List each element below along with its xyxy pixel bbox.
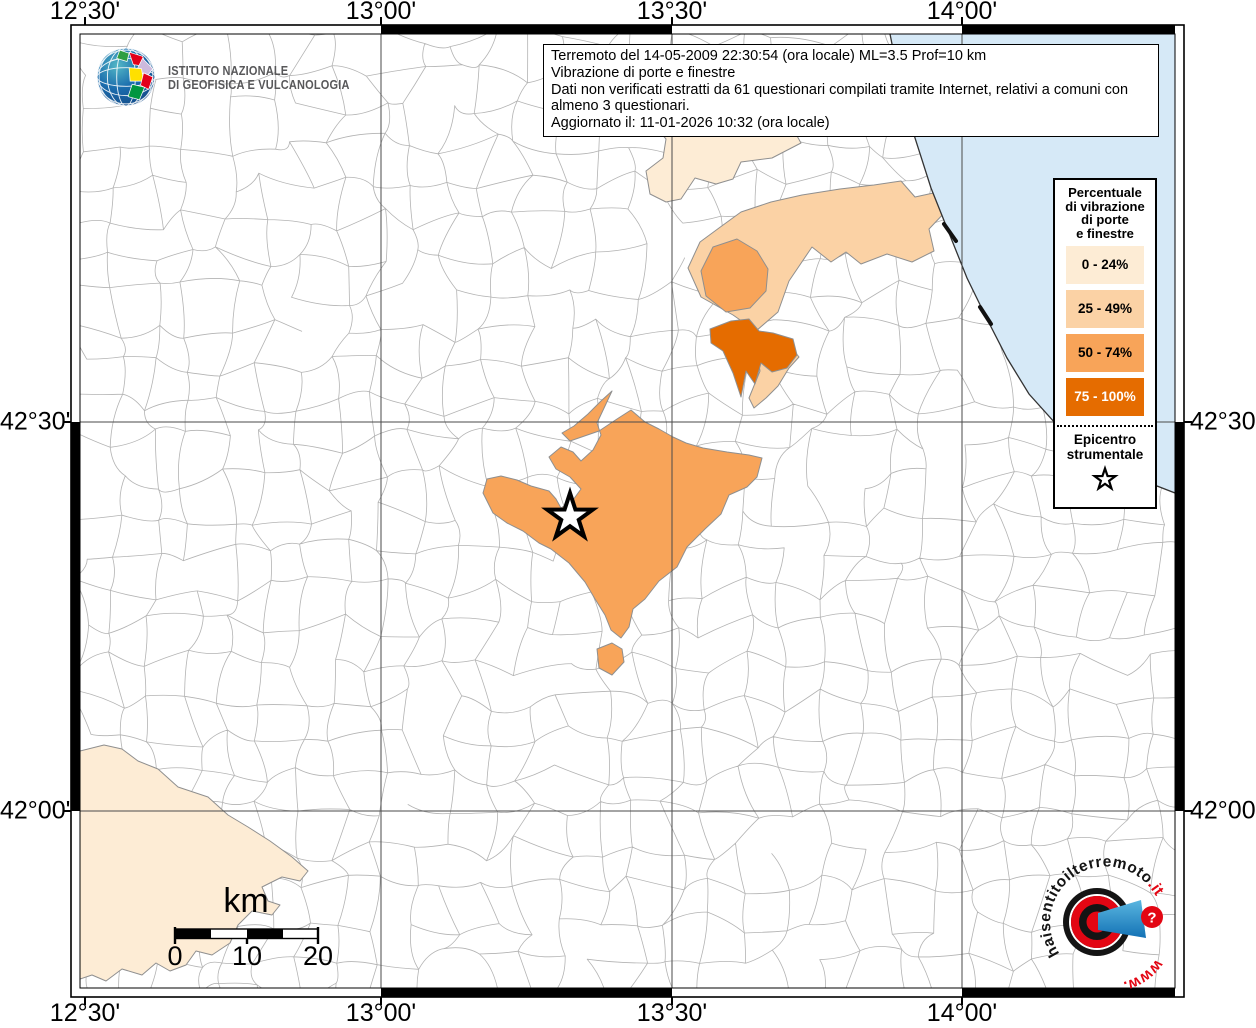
- epicenter-star-icon: [541, 486, 599, 542]
- scalebar-unit: km: [223, 882, 269, 920]
- legend-class-50-74: 50 - 74%: [1066, 334, 1144, 372]
- axis-label-top-1330: 13°30': [636, 0, 708, 25]
- axis-label-bottom-1330: 13°30': [636, 999, 708, 1027]
- event-effect-line: Vibrazione di porte e finestre: [551, 64, 736, 81]
- axis-label-bottom-1400: 14°00': [926, 999, 998, 1027]
- event-info-box: Terremoto del 14-05-2009 22:30:54 (ora l…: [543, 44, 1159, 137]
- legend-class-75-100: 75 - 100%: [1066, 378, 1144, 416]
- legend-title: Percentuale di vibrazione di porte e fin…: [1065, 185, 1145, 241]
- svg-text:?: ?: [1147, 910, 1156, 927]
- frame-ticks: [63, 17, 1192, 1005]
- event-data-note-line: Dati non verificati estratti da 61 quest…: [551, 81, 1129, 115]
- graticule-lines: [80, 34, 1175, 988]
- epicenter-star-legend-icon: [1091, 465, 1119, 492]
- legend-class-25-49: 25 - 49%: [1066, 290, 1144, 328]
- scalebar-tick-0: 0: [167, 941, 183, 971]
- megaphone-cone-icon: [1098, 900, 1146, 938]
- scale-bar: [173, 927, 320, 944]
- scalebar-tick-10: 10: [231, 941, 263, 971]
- event-updated-line: Aggiornato il: 11-01-2026 10:32 (ora loc…: [551, 115, 830, 132]
- legend: Percentuale di vibrazione di porte e fin…: [1053, 178, 1157, 509]
- axis-label-bottom-1300: 13°00': [345, 999, 417, 1027]
- question-badge-icon: ?: [1141, 906, 1163, 928]
- map-frame: [70, 24, 1185, 998]
- axis-label-top-1300: 13°00': [345, 0, 417, 25]
- axis-label-top-1230: 12°30': [49, 0, 121, 25]
- legend-class-0-24: 0 - 24%: [1066, 246, 1144, 284]
- intensity-shaded-municipalities: [80, 105, 949, 982]
- axis-label-top-1400: 14°00': [926, 0, 998, 25]
- municipality-boundaries-mesh: [80, 34, 1175, 988]
- axis-label-left-4200: 42°00': [0, 796, 71, 825]
- axis-label-right-4200: 42°00': [1190, 796, 1256, 825]
- axis-label-left-4230: 42°30': [0, 407, 71, 436]
- axis-label-bottom-1230: 12°30': [49, 999, 121, 1027]
- haisentitoilterremoto-logo: haisentitoilterremoto.it www. ?: [1037, 853, 1167, 995]
- map-frame-band: [71, 25, 1184, 997]
- watermark-www-text: www.: [1121, 956, 1167, 995]
- event-title-line: Terremoto del 14-05-2009 22:30:54 (ora l…: [551, 48, 987, 64]
- legend-epicenter-label: Epicentro strumentale: [1066, 432, 1144, 462]
- svg-text:www.: www.: [1121, 956, 1167, 995]
- axis-label-right-4230: 42°30': [1190, 407, 1256, 436]
- legend-divider: [1057, 425, 1153, 427]
- scalebar-tick-20: 20: [302, 941, 334, 971]
- ingv-logo-globe-icon: [96, 47, 156, 107]
- ingv-logo-text: ISTITUTO NAZIONALE DI GEOFISICA E VULCAN…: [168, 64, 350, 92]
